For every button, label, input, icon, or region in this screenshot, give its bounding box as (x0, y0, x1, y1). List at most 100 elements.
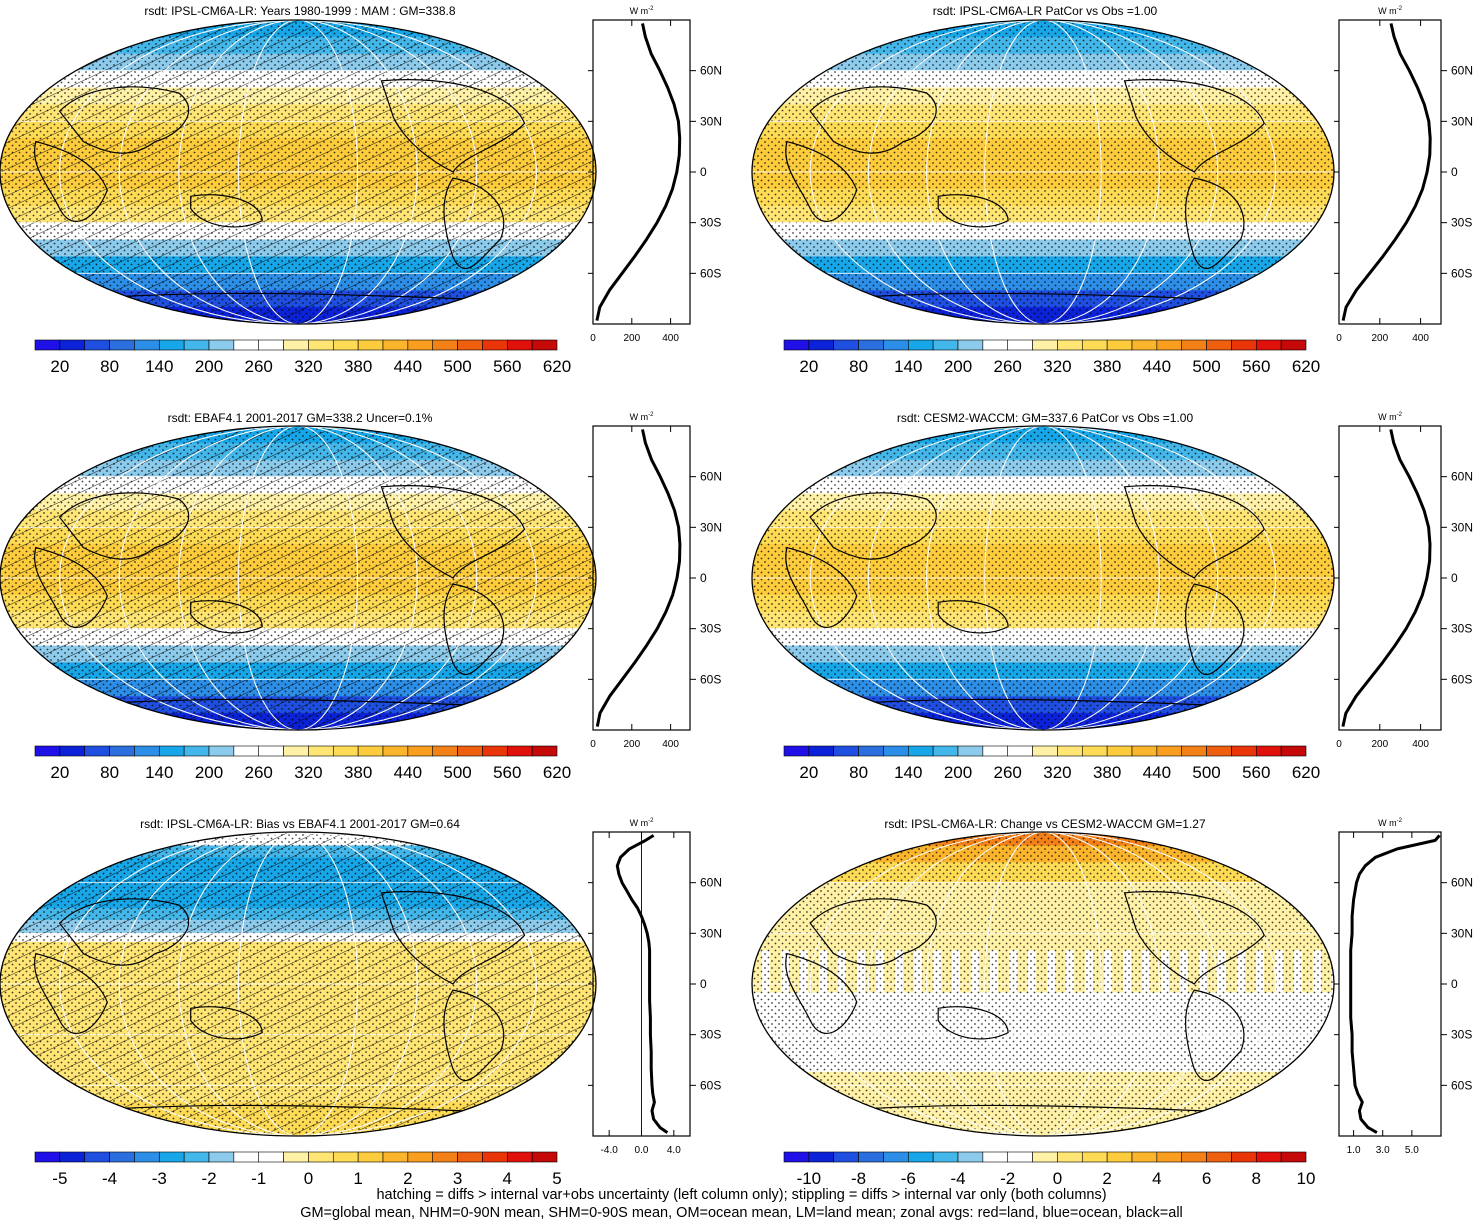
coastline (785, 140, 858, 222)
colorbar-label: 500 (1192, 763, 1220, 782)
graticule-meridian (118, 832, 478, 1136)
coastline (34, 140, 108, 222)
colorbar-label: 80 (849, 763, 868, 782)
colorbar-box (109, 745, 135, 757)
graticule-meridian (809, 426, 1277, 730)
colorbar-box (407, 339, 434, 351)
colorbar-box (457, 1151, 483, 1163)
colorbar-box (1106, 1151, 1133, 1163)
colorbar-box (1231, 745, 1257, 757)
panel-3: 20 80 140 200 260 320 380 440 500 560 620 60N 30N 0 30… (0, 412, 722, 782)
colorbar-box (783, 745, 810, 757)
map-border (0, 831, 597, 1137)
graticule-meridian (926, 426, 1160, 730)
panel-2: 20 80 140 200 260 320 380 440 500 560 620 60N 30N 0 30… (751, 6, 1473, 376)
coastline (1123, 891, 1265, 985)
colorbar-box (34, 339, 61, 351)
colorbar-box (158, 339, 185, 351)
colorbar-label: 80 (100, 763, 119, 782)
colorbar-box (1032, 1151, 1058, 1163)
colorbar-label: 200 (944, 763, 972, 782)
colorbar-box (808, 1151, 835, 1163)
colorbar-label: -2 (201, 1169, 216, 1188)
colorbar-label: 560 (1242, 763, 1270, 782)
colorbar-box (183, 745, 210, 757)
colorbar-box (1081, 745, 1108, 757)
graticule-meridian (237, 426, 359, 730)
colorbar-label: -1 (251, 1169, 266, 1188)
colorbar-box (957, 339, 984, 351)
zonal-mean-line (1349, 834, 1441, 1134)
colorbar-box (1057, 745, 1083, 757)
graticule-meridian (59, 426, 537, 730)
coastline (1123, 485, 1265, 579)
colorbar-box (382, 339, 409, 351)
colorbar-label: 560 (1242, 357, 1270, 376)
coastline (443, 989, 505, 1082)
colorbar-label: 500 (443, 763, 471, 782)
zonal-value-label: 200 (1371, 739, 1388, 750)
colorbar-label: 560 (493, 763, 521, 782)
colorbar-box (233, 1151, 260, 1163)
coastline (1123, 79, 1265, 173)
zonal-value-label: 0 (1336, 739, 1342, 750)
panel-3-title: rsdt: EBAF4.1 2001-2017 GM=338.2 Uncer=0… (167, 411, 433, 425)
colorbar-label: 320 (294, 763, 322, 782)
zonal-value-label: 4.0 (667, 1145, 681, 1156)
zonal-mean-line (1341, 23, 1432, 321)
colorbar-label: 140 (145, 357, 173, 376)
coastline (190, 600, 263, 634)
zonal-lat-label: 30S (700, 216, 721, 230)
graticule-meridian (178, 426, 418, 730)
colorbar-label: 20 (799, 763, 818, 782)
colorbar-box (1181, 745, 1207, 757)
panel-6: -10 -8 -6 -4 -2 0 2 4 6 8 10 60N 30N 0 30S 60S 1.0 3.0 5.0… (751, 818, 1473, 1188)
colorbar-label: 440 (1143, 763, 1171, 782)
colorbar-box (357, 1151, 384, 1163)
map-6 (752, 832, 1334, 1136)
colorbar-box (506, 339, 533, 351)
colorbar-box (283, 745, 309, 757)
zonal-lat-label: 0 (1451, 165, 1458, 179)
colorbar-box (134, 1151, 160, 1163)
colorbar-label: 260 (994, 357, 1022, 376)
zonal-lat-label: 30N (700, 520, 722, 534)
colorbar-label: -5 (52, 1169, 67, 1188)
colorbar-box (59, 1151, 86, 1163)
colorbar-box (1106, 339, 1133, 351)
colorbar-label: -10 (797, 1169, 822, 1188)
graticule-meridian (59, 20, 537, 324)
colorbar-label: 140 (894, 357, 922, 376)
colorbar-box (1280, 745, 1307, 757)
colorbar-box (1007, 1151, 1033, 1163)
colorbar-label: 500 (443, 357, 471, 376)
coastline (443, 177, 505, 270)
zonal-lat-label: 60S (1451, 672, 1472, 686)
colorbar-box (833, 745, 859, 757)
panel-4: 20 80 140 200 260 320 380 440 500 560 620 60N 30N 0 30… (751, 412, 1473, 782)
colorbar-label: 500 (1192, 357, 1220, 376)
zonal-unit-sup: -2 (648, 412, 654, 418)
colorbar-box (1280, 1151, 1307, 1163)
zonal-lat-label: 60S (700, 266, 721, 280)
graticule-meridian (926, 20, 1160, 324)
colorbar-label: -2 (1000, 1169, 1015, 1188)
colorbar-box (332, 745, 359, 757)
graticule-meridian (809, 20, 1277, 324)
colorbar-label: -3 (152, 1169, 167, 1188)
colorbar-box (59, 745, 86, 757)
panel-6-title: rsdt: IPSL-CM6A-LR: Change vs CESM2-WACC… (884, 817, 1206, 831)
colorbar-box (183, 1151, 210, 1163)
colorbar-box (134, 339, 160, 351)
zonal-mean-line (615, 834, 669, 1134)
colorbar-box (1032, 745, 1058, 757)
zonal-mean-line (1341, 429, 1432, 727)
colorbar-box (531, 1151, 558, 1163)
zonal-lat-label: 60N (700, 64, 722, 78)
colorbar-label: 140 (145, 763, 173, 782)
graticule-meridian (178, 832, 418, 1136)
colorbar-label: -4 (102, 1169, 117, 1188)
colorbar-box (1057, 1151, 1083, 1163)
